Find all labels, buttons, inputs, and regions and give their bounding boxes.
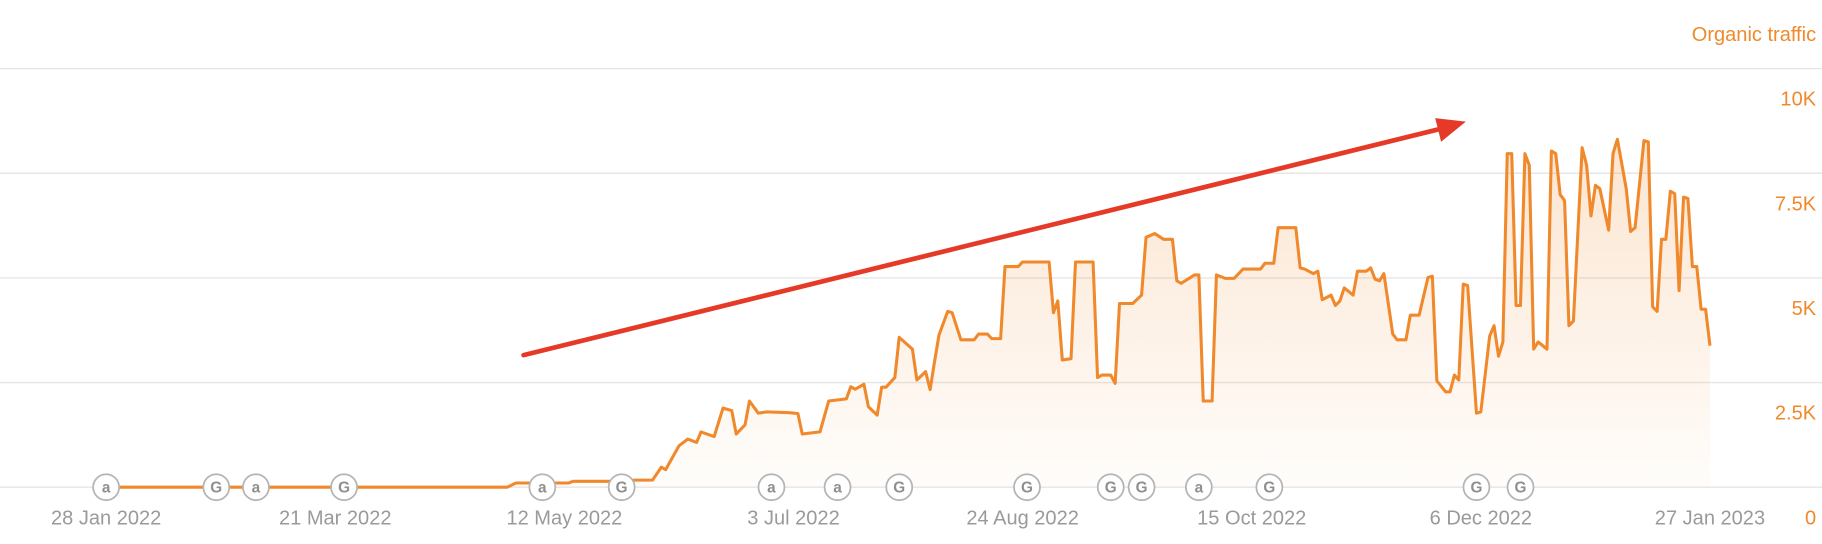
x-tick-label: 12 May 2022 xyxy=(506,507,622,529)
annotation-marker xyxy=(757,473,786,502)
annotation-marker xyxy=(242,473,270,502)
y-tick-label: 0 xyxy=(1805,507,1816,529)
annotation-label: G xyxy=(1105,479,1117,496)
annotation-marker xyxy=(1506,473,1535,502)
annotation-label: G xyxy=(1136,479,1148,496)
x-tick-label: 21 Mar 2022 xyxy=(279,507,391,529)
area xyxy=(106,139,1710,488)
annotation-marker xyxy=(1013,473,1041,502)
annotation-marker xyxy=(607,473,636,502)
x-tick-label: 24 Aug 2022 xyxy=(966,507,1079,529)
x-tick-label: 27 Jan 2023 xyxy=(1655,507,1765,529)
annotation-marker xyxy=(1255,473,1284,502)
y-tick-label: 7.5K xyxy=(1775,193,1817,215)
annotation-marker xyxy=(885,473,914,502)
annotation-label: a xyxy=(252,479,261,496)
annotation-label: G xyxy=(616,479,628,496)
annotation-label: G xyxy=(1263,479,1275,496)
arrow-head xyxy=(1435,118,1466,142)
annotation-marker xyxy=(1127,473,1156,502)
plot xyxy=(106,137,1712,489)
x-tick-label: 15 Oct 2022 xyxy=(1197,507,1306,529)
annotation-marker xyxy=(1462,473,1491,502)
y-axis-label: Organic traffic xyxy=(1692,24,1816,46)
annotation-marker xyxy=(1184,473,1213,502)
annotation-marker xyxy=(330,473,358,502)
annotation-marker xyxy=(202,473,231,502)
annotation-label: a xyxy=(767,479,776,496)
annotation-label: a xyxy=(102,479,111,496)
annotation-marker xyxy=(823,473,852,502)
annotation-label: G xyxy=(210,479,222,496)
y-tick-label: 10K xyxy=(1780,89,1816,111)
annotation-marker xyxy=(528,473,557,502)
y-tick-label: 2.5K xyxy=(1775,403,1817,425)
annotation-label: G xyxy=(338,479,350,496)
annotation-label: a xyxy=(538,479,547,496)
annotation-label: G xyxy=(1515,479,1527,496)
y-tick-label: 5K xyxy=(1792,298,1817,320)
annotation-label: a xyxy=(1195,479,1204,496)
annotation-label: G xyxy=(893,479,905,496)
annotation-marker xyxy=(92,473,120,502)
arrow-shaft xyxy=(521,126,1444,358)
x-tick-label: 3 Jul 2022 xyxy=(747,507,839,529)
annotation-label: G xyxy=(1470,479,1482,496)
line xyxy=(106,137,1712,489)
annotation-label: a xyxy=(833,479,842,496)
trend-arrow xyxy=(521,118,1466,358)
annotation-label: G xyxy=(1021,479,1033,496)
x-tick-label: 6 Dec 2022 xyxy=(1430,507,1532,529)
grid: 0 2.5K 5K 7.5K 10K 28 Jan 2022 21 Mar 2022 12 M… xyxy=(0,67,1822,529)
x-tick-label: 28 Jan 2022 xyxy=(51,507,161,529)
annotation-marker xyxy=(1096,473,1125,502)
